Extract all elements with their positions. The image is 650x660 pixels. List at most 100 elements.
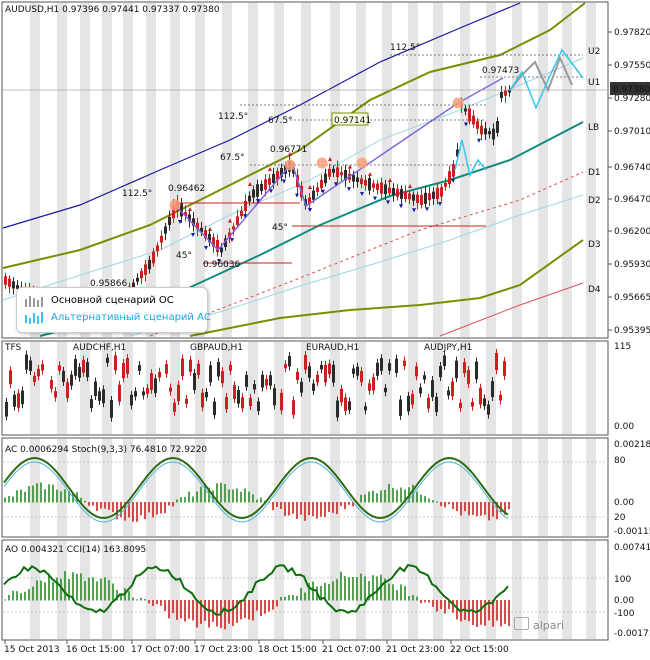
candle-body [400,189,403,199]
ao-bar [40,580,42,601]
tfs-tick: 115 [614,342,631,352]
time-label: 21 Oct 07:00 [322,645,381,655]
price-tick: 0.95930 [614,260,650,270]
ao-bar [80,573,82,601]
tfs-body [169,387,172,392]
tfs-body [431,380,434,398]
ao-bar [416,596,418,601]
ao-bar [20,593,22,601]
ao-bar [360,573,362,601]
upper-blue-band [2,2,521,229]
tfs-body [106,357,109,363]
tfs-body [447,390,450,396]
tfs-body [312,383,315,391]
candle-body [424,192,427,204]
ao-bar [376,576,378,601]
price-candles [4,85,511,322]
tfs-body [284,364,287,369]
ac-bar [240,491,242,503]
ao-bar [404,586,406,601]
ac-bar [128,502,130,518]
tfs-body [221,371,224,384]
annotation: 0.95866 [90,279,127,289]
ao-bar [228,600,230,624]
annotation: 45° [272,223,288,233]
ac-bar [144,502,146,520]
ao-bar [500,600,502,627]
tfs-body [495,352,498,371]
tfs-body [98,391,101,401]
arrow-marker [256,199,260,203]
session-band [356,3,366,337]
candle-body [160,235,163,243]
ac-bar [324,502,326,517]
ac-bar [308,502,310,516]
ao-bar [28,589,30,601]
ac-bar [496,502,498,520]
ac-bar [416,491,418,503]
arrow-marker [268,167,272,171]
session-band [123,439,133,536]
candle-body [344,169,347,181]
ac-bar [52,484,54,503]
session-band [586,3,596,337]
candle-body [272,173,275,184]
ac-bar [388,483,390,503]
ao-bar [352,577,354,601]
session-band [512,541,522,639]
tfs-body [380,358,383,371]
price-tick: 0.95665 [614,293,650,303]
arrow-marker [191,233,195,237]
candle-body [364,179,367,186]
session-band [382,3,392,337]
tfs-body [33,375,36,382]
tfs-body [21,390,24,405]
candle-body [8,278,11,287]
ao-bar [392,584,394,601]
tfs-body [150,373,153,390]
candle-body [480,125,483,135]
tfs-body [233,385,236,400]
tfs-body [435,396,438,413]
tfs-body [257,401,260,412]
tfs-body [213,401,216,416]
ao-bar [356,577,358,601]
session-band [123,3,133,337]
arrow-marker [408,184,412,188]
session-band [460,3,470,337]
legend-alt-label: Альтернативный сценарий АС [51,312,211,323]
ac-bar [192,496,194,503]
tfs-body [399,399,402,416]
ao-tick: 0.00 [614,596,634,606]
ao-bar [4,599,6,601]
tfs-tick: 0.00 [614,422,634,432]
session-band [301,3,311,337]
ac-bar [64,489,66,503]
ao-bar [112,583,114,601]
level-label-d4: D4 [588,285,601,295]
ac-bar [364,494,366,503]
ao-bar [92,577,94,601]
candle-body [236,216,239,225]
tfs-body [265,379,268,386]
tfs-body [122,363,125,379]
ac-bar [252,494,254,503]
ao-bar [284,596,286,601]
pattern-line [174,204,219,251]
candle-body [308,197,311,205]
ao-bar [76,573,78,601]
ao-tick: -100 [614,609,635,619]
ao-bar [32,586,34,601]
scenario-legend: Основной сценарий ОС Альтернативный сцен… [16,287,211,333]
ac-bar [44,489,46,503]
candle-body [280,167,283,178]
tfs-body [304,354,307,370]
tfs-body [118,384,121,402]
candle-body [192,218,195,226]
ac-bar [316,502,318,519]
tfs-symbol: EURAUD,H1 [306,343,359,353]
ao-bar [116,589,118,601]
ao-bar [308,583,310,601]
annotation: 0.96036 [203,260,240,270]
